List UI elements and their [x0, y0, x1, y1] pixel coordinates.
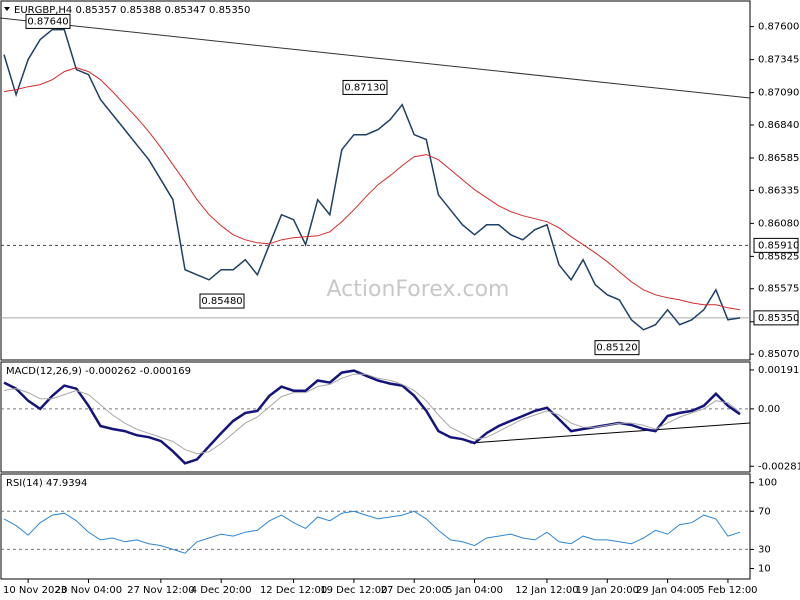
y-tick-label: 0.86840: [758, 120, 799, 131]
y-tick-label: 0.00: [758, 404, 780, 415]
y-tick-label: 0.85070: [758, 349, 799, 360]
annotation-box: [199, 293, 245, 309]
y-tick-label: 0.86585: [758, 153, 799, 164]
x-tick-label: 20 Nov 04:00: [55, 585, 122, 596]
x-tick-label: 19 Jan 20:00: [576, 585, 639, 596]
annotation-label: 0.85480: [201, 296, 242, 307]
y-tick-label: -0.002816: [758, 461, 800, 472]
level-label: 0.85910: [758, 240, 799, 251]
x-tick-label: 29 Jan 04:00: [636, 585, 699, 596]
annotation-label: 0.87640: [27, 16, 68, 27]
level-label-box: [753, 237, 799, 253]
x-tick-label: 10 Nov 2023: [3, 585, 67, 596]
panel-title: RSI(14) 47.9394: [6, 478, 87, 489]
y-tick-label: 0.87345: [758, 55, 799, 66]
panel-frame: [0, 361, 751, 473]
annotation-box: [594, 340, 640, 356]
x-tick-label: 5 Feb 12:00: [698, 585, 757, 596]
y-tick-label: 0.86335: [758, 185, 799, 196]
menu-triangle: [4, 7, 10, 11]
x-tick-label: 27 Dec 20:00: [381, 585, 448, 596]
panel-title: MACD(12,26,9) -0.000262 -0.000169: [6, 366, 191, 377]
y-tick-label: 0.86080: [758, 218, 799, 229]
x-tick-label: 12 Jan 12:00: [515, 585, 578, 596]
y-tick-label: 0.87600: [758, 22, 799, 33]
x-tick-label: 19 Dec 12:00: [320, 585, 387, 596]
annotation-box: [342, 79, 388, 95]
y-tick-label: 0.001911: [758, 365, 800, 376]
annotation-box: [25, 13, 71, 29]
x-tick-label: 27 Nov 12:00: [127, 585, 194, 596]
trendline: [0, 17, 751, 99]
x-tick-label: 4 Dec 20:00: [191, 585, 252, 596]
y-tick-label: 70: [758, 506, 771, 517]
y-tick-label: 10: [758, 563, 771, 574]
watermark: ActionForex.com: [327, 277, 510, 302]
trendline: [469, 422, 751, 444]
series-line: [3, 67, 741, 311]
y-tick-label: 30: [758, 544, 771, 555]
panel-frame: [0, 473, 751, 580]
panel-title: EURGBP,H4 0.85357 0.85388 0.85347 0.8535…: [14, 5, 250, 16]
y-tick-label: 100: [758, 478, 777, 489]
level-label: 0.85350: [758, 313, 799, 324]
series-line: [3, 510, 741, 554]
x-tick-label: 5 Jan 04:00: [446, 585, 503, 596]
annotation-label: 0.85120: [596, 343, 637, 354]
series-line: [3, 369, 741, 465]
level-label-box: [753, 310, 799, 326]
x-tick-label: 12 Dec 12:00: [260, 585, 327, 596]
series-line: [3, 28, 741, 331]
y-tick-label: 0.85575: [758, 284, 799, 295]
y-tick-label: 0.85825: [758, 251, 799, 262]
panel-frame: [0, 0, 751, 361]
y-tick-label: 0.87090: [758, 88, 799, 99]
series-line: [3, 373, 741, 455]
annotation-label: 0.87130: [344, 82, 385, 93]
